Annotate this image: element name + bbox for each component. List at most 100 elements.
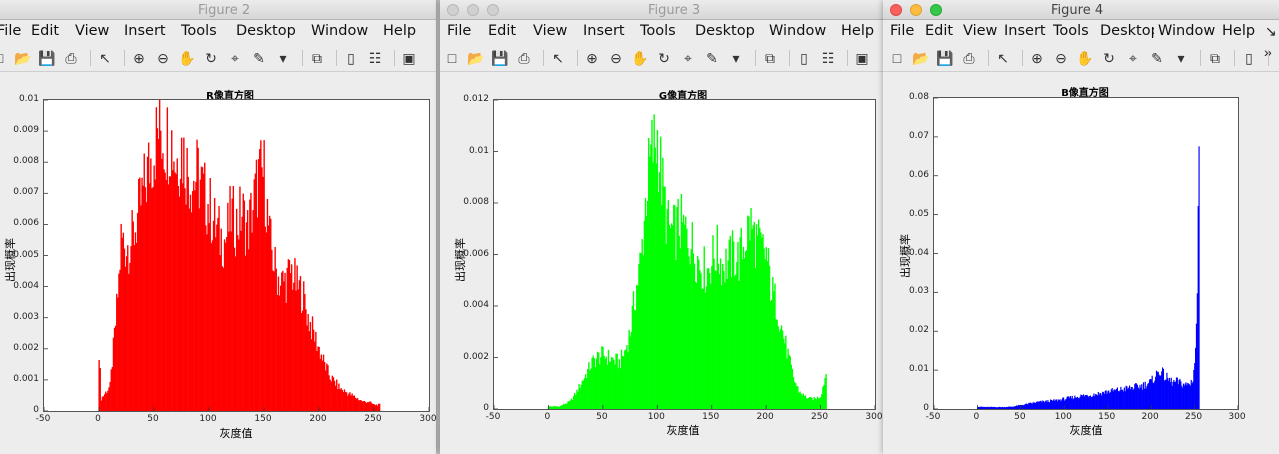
menu-file[interactable]: File xyxy=(0,23,22,39)
save-icon[interactable]: 💾 xyxy=(38,50,56,66)
menu-insert[interactable]: Insert xyxy=(124,23,166,39)
dropdown-arrow-icon[interactable]: ▾ xyxy=(279,50,287,66)
open-file-icon[interactable]: 📂 xyxy=(14,50,32,66)
plot-area[interactable] xyxy=(933,97,1239,410)
zoom-in-icon[interactable]: ⊕ xyxy=(133,50,145,66)
histogram-bar xyxy=(233,247,236,411)
colorbar-icon[interactable]: ▯ xyxy=(1245,50,1253,66)
menu-desktop[interactable]: Desktop xyxy=(236,23,296,39)
save-icon[interactable]: 💾 xyxy=(491,50,509,66)
histogram-bar xyxy=(1173,379,1175,409)
histogram-bar xyxy=(339,389,341,411)
new-figure-icon[interactable]: □ xyxy=(892,50,902,66)
histogram-bar xyxy=(201,167,204,411)
print-icon[interactable]: ⎙ xyxy=(65,50,77,66)
new-figure-icon[interactable]: □ xyxy=(447,50,457,66)
zoom-out-icon[interactable]: ⊖ xyxy=(1055,50,1067,66)
figure-2-titlebar[interactable]: Figure 2 xyxy=(0,0,436,20)
new-figure-icon[interactable]: □ xyxy=(0,49,8,67)
hide-plot-tools-icon[interactable]: ▣ xyxy=(855,50,869,66)
menu-view[interactable]: View xyxy=(533,23,568,39)
histogram-bar xyxy=(650,144,652,409)
minimize-button[interactable] xyxy=(467,4,479,16)
rotate-3d-icon[interactable]: ↻ xyxy=(658,50,670,66)
data-cursor-icon[interactable]: ⌖ xyxy=(684,50,692,66)
pan-hand-icon[interactable]: ✋ xyxy=(1076,50,1094,66)
brush-icon[interactable]: ✎ xyxy=(706,50,718,66)
window-title: Figure 3 xyxy=(648,3,701,18)
brush-icon[interactable]: ✎ xyxy=(253,50,265,66)
colorbar-icon[interactable]: ▯ xyxy=(347,50,355,66)
toolbar-overflow-icon[interactable]: » xyxy=(1264,44,1272,60)
histogram-bar xyxy=(824,377,826,409)
figure-3-titlebar[interactable]: Figure 3 xyxy=(440,0,883,20)
data-cursor-icon[interactable]: ⌖ xyxy=(1129,50,1137,66)
dropdown-arrow-icon[interactable]: ▾ xyxy=(732,50,740,66)
histogram-bar xyxy=(129,262,131,411)
menu-tools[interactable]: Tools xyxy=(640,23,676,39)
close-button[interactable] xyxy=(447,4,459,16)
menu-tools[interactable]: Tools xyxy=(181,23,217,39)
brush-icon[interactable]: ✎ xyxy=(1151,50,1163,66)
zoom-in-icon[interactable]: ⊕ xyxy=(586,50,598,66)
menu-help[interactable]: Help xyxy=(841,23,875,39)
close-button[interactable] xyxy=(890,4,902,16)
menu-file[interactable]: File xyxy=(890,23,915,39)
print-icon[interactable]: ⎙ xyxy=(963,50,975,66)
edit-plot-arrow-icon[interactable]: ↖ xyxy=(552,50,564,66)
menu-help[interactable]: Help xyxy=(1222,23,1256,39)
menu-view[interactable]: View xyxy=(75,23,110,39)
plot-area[interactable] xyxy=(493,99,876,410)
legend-icon[interactable]: ☷ xyxy=(368,50,382,66)
legend-icon[interactable]: ☷ xyxy=(821,50,835,66)
save-icon[interactable]: 💾 xyxy=(936,50,954,66)
histogram-bar xyxy=(281,272,283,411)
menu-file[interactable]: File xyxy=(447,23,472,39)
zoom-button[interactable] xyxy=(930,4,942,16)
menu-window[interactable]: Window xyxy=(769,23,827,39)
zoom-in-icon[interactable]: ⊕ xyxy=(1031,50,1043,66)
hide-plot-tools-icon[interactable]: ▣ xyxy=(402,50,416,66)
print-icon[interactable]: ⎙ xyxy=(518,50,530,66)
menu-insert[interactable]: Insert xyxy=(1004,23,1046,39)
open-file-icon[interactable]: 📂 xyxy=(467,50,485,66)
figure-4-titlebar[interactable]: Figure 4 xyxy=(883,0,1279,20)
menu-desktop[interactable]: Desktop xyxy=(1100,23,1154,39)
menu-tools[interactable]: Tools xyxy=(1053,23,1089,39)
histogram-bar xyxy=(1148,382,1150,409)
open-file-icon[interactable]: 📂 xyxy=(912,50,930,66)
histogram-bar xyxy=(1133,388,1135,409)
pan-hand-icon[interactable]: ✋ xyxy=(178,50,196,66)
zoom-out-icon[interactable]: ⊖ xyxy=(157,50,169,66)
link-plot-icon[interactable]: ⧉ xyxy=(312,50,322,66)
menu-window[interactable]: Window xyxy=(1158,23,1216,39)
menu-desktop[interactable]: Desktop xyxy=(695,23,755,39)
histogram-bar xyxy=(358,400,360,411)
menu-insert[interactable]: Insert xyxy=(583,23,625,39)
rotate-3d-icon[interactable]: ↻ xyxy=(1103,50,1115,66)
menu-edit[interactable]: Edit xyxy=(925,23,954,39)
menu-view[interactable]: View xyxy=(963,23,998,39)
colorbar-icon[interactable]: ▯ xyxy=(800,50,808,66)
rotate-3d-icon[interactable]: ↻ xyxy=(205,50,217,66)
link-plot-icon[interactable]: ⧉ xyxy=(765,50,775,66)
link-plot-icon[interactable]: ⧉ xyxy=(1210,50,1220,66)
data-cursor-icon[interactable]: ⌖ xyxy=(231,50,239,66)
menu-window[interactable]: Window xyxy=(311,23,369,39)
edit-plot-arrow-icon[interactable]: ↖ xyxy=(997,50,1009,66)
histogram-bar xyxy=(1023,404,1026,409)
histogram-bar xyxy=(195,181,197,411)
menu-edit[interactable]: Edit xyxy=(31,23,60,39)
x-tick-label: 0 xyxy=(544,412,551,422)
menu-help[interactable]: Help xyxy=(383,23,417,39)
menu-edit[interactable]: Edit xyxy=(488,23,517,39)
zoom-button[interactable] xyxy=(487,4,499,16)
dropdown-arrow-icon[interactable]: ▾ xyxy=(1177,50,1185,66)
histogram-bar xyxy=(690,249,692,409)
plot-area[interactable] xyxy=(43,99,430,412)
zoom-out-icon[interactable]: ⊖ xyxy=(610,50,622,66)
edit-plot-arrow-icon[interactable]: ↖ xyxy=(99,50,111,66)
pan-hand-icon[interactable]: ✋ xyxy=(631,50,649,66)
minimize-button[interactable] xyxy=(910,4,922,16)
menu-overflow-icon[interactable]: ↘ xyxy=(1265,23,1277,39)
